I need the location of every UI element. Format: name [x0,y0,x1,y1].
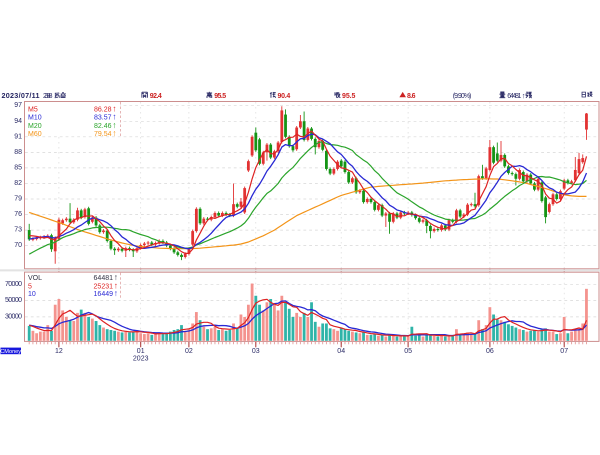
svg-text:82.46: 82.46 [94,123,112,130]
svg-text:↑: ↑ [114,280,118,290]
svg-text:↑: ↑ [112,112,116,122]
svg-text:M5: M5 [28,106,38,113]
svg-text:2388: 2388 [43,93,53,100]
svg-text:97: 97 [14,102,22,109]
svg-text:86.28: 86.28 [94,106,112,113]
svg-text:VOL: VOL [28,275,42,282]
svg-text:M10: M10 [28,115,42,122]
svg-text:07: 07 [560,348,568,355]
svg-text:05: 05 [404,348,412,355]
svg-text:70000: 70000 [5,281,22,288]
svg-text:12: 12 [55,348,63,355]
svg-text:10: 10 [28,291,36,298]
svg-text:(9.90%): (9.90%) [453,93,472,100]
svg-text:↑: ↑ [114,272,118,282]
svg-text:2023/07/11: 2023/07/11 [2,91,40,100]
svg-text:M60: M60 [28,131,42,138]
svg-text:79: 79 [14,196,22,203]
svg-text:64481: 64481 [507,93,521,100]
svg-text:79.54: 79.54 [94,131,112,138]
svg-text:90.4: 90.4 [278,93,291,100]
svg-text:30000: 30000 [5,313,22,320]
svg-text:↑: ↑ [114,288,118,298]
svg-text:2023: 2023 [133,356,149,363]
svg-text:83.57: 83.57 [94,115,112,122]
svg-text:↑: ↑ [112,120,116,130]
svg-text:25231: 25231 [94,283,114,290]
svg-text:06: 06 [486,348,494,355]
svg-text:95.5: 95.5 [214,93,226,100]
svg-text:03: 03 [252,348,260,355]
svg-text:73: 73 [14,227,22,234]
svg-text:04: 04 [337,348,345,355]
svg-text:95.5: 95.5 [342,93,355,100]
svg-text:82: 82 [14,180,22,187]
svg-text:70: 70 [14,242,22,249]
svg-text:64481: 64481 [94,275,114,282]
svg-text:↑: ↑ [522,91,526,100]
svg-text:↑: ↑ [112,128,116,138]
svg-text:88: 88 [14,149,22,156]
svg-text:50000: 50000 [5,297,22,304]
svg-text:01: 01 [137,348,145,355]
svg-text:92.4: 92.4 [150,93,162,100]
svg-text:16449: 16449 [94,291,114,298]
svg-text:↑: ↑ [112,103,116,113]
svg-text:76: 76 [14,211,22,218]
svg-text:85: 85 [14,164,22,171]
svg-text:CMoney: CMoney [0,349,21,355]
svg-text:5: 5 [28,283,32,290]
svg-text:8.6: 8.6 [407,93,416,100]
svg-text:91: 91 [14,133,22,140]
svg-text:02: 02 [185,348,193,355]
svg-text:94: 94 [14,118,22,125]
svg-text:M20: M20 [28,123,42,130]
